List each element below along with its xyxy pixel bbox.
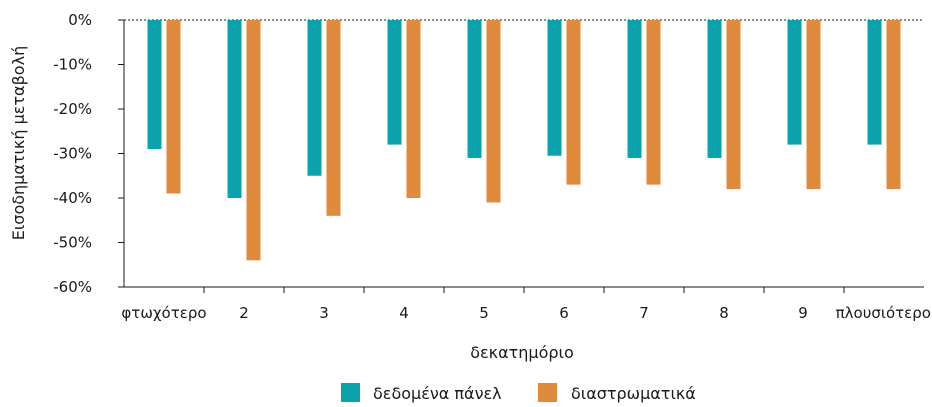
legend-label-panel: δεδομένα πάνελ [373, 384, 502, 403]
bar-cross-sectional [406, 20, 421, 198]
bar-panel [867, 20, 882, 145]
legend-label-cross-sectional: διαστρωματικά [571, 384, 696, 403]
bar-panel [307, 20, 322, 176]
x-tick-label: 7 [639, 304, 649, 322]
x-tick-label: πλουσιότερο [836, 304, 931, 322]
x-tick-label: 2 [239, 304, 249, 322]
bar-panel [227, 20, 242, 198]
y-tick-label: -40% [53, 189, 92, 207]
bar-cross-sectional [806, 20, 821, 190]
y-tick-label: -60% [53, 278, 92, 296]
bar-panel [787, 20, 802, 145]
bar-cross-sectional [726, 20, 741, 190]
x-axis-ticks [203, 287, 845, 293]
x-axis-tick-labels: φτωχότερο 2 3 4 5 6 7 8 9 πλουσιότερο [121, 304, 931, 322]
bar-panel [147, 20, 162, 150]
x-tick-label: 3 [319, 304, 329, 322]
legend-swatch-panel [341, 383, 360, 402]
x-tick-label: 9 [798, 304, 808, 322]
bar-cross-sectional [486, 20, 501, 203]
bar-cross-sectional [246, 20, 261, 261]
x-tick-label: 5 [479, 304, 489, 322]
x-tick-label: 8 [719, 304, 729, 322]
bar-cross-sectional [646, 20, 661, 185]
bar-cross-sectional [166, 20, 181, 194]
bar-panel [547, 20, 562, 156]
x-tick-label: φτωχότερο [121, 304, 206, 322]
y-tick-label: -30% [53, 145, 92, 163]
y-tick-label: -50% [53, 234, 92, 252]
y-axis-ticks: 0% -10% -20% -30% -40% -50% -60% [53, 11, 124, 296]
bars [147, 20, 901, 261]
bar-cross-sectional [886, 20, 901, 190]
bar-panel [387, 20, 402, 145]
bar-cross-sectional [326, 20, 341, 216]
y-axis-title: Εισοδηματική μεταβολή [9, 46, 28, 240]
bar-cross-sectional [566, 20, 581, 185]
y-tick-label: 0% [68, 11, 92, 29]
bar-panel [707, 20, 722, 158]
x-tick-label: 4 [399, 304, 409, 322]
legend: δεδομένα πάνελ διαστρωματικά [341, 383, 696, 403]
bar-panel [627, 20, 642, 158]
x-tick-label: 6 [559, 304, 569, 322]
y-tick-label: -20% [53, 100, 92, 118]
y-tick-label: -10% [53, 56, 92, 74]
bar-panel [467, 20, 482, 158]
legend-swatch-cross-sectional [538, 383, 557, 402]
x-axis-title: δεκατημόριο [470, 343, 574, 362]
